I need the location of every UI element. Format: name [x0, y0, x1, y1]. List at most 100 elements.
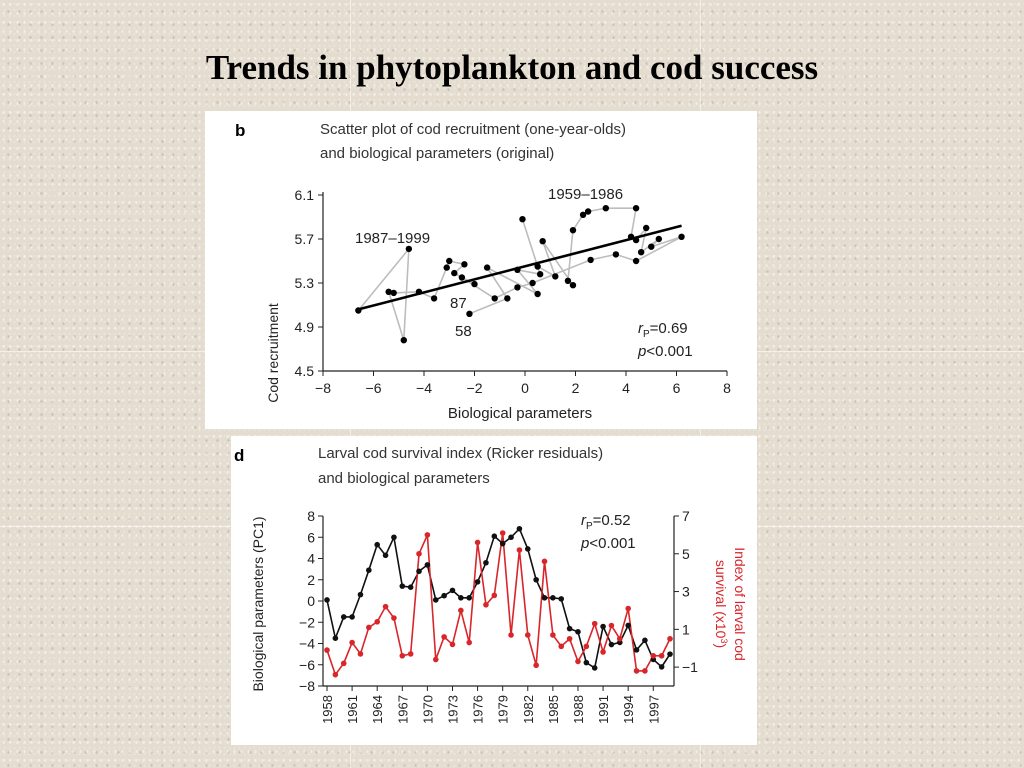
larval-survival-point: [591, 620, 598, 627]
x-tick-label: −8: [315, 380, 331, 396]
data-point: [602, 205, 609, 212]
period-label-late: 1987–1999: [355, 230, 430, 247]
x-tick-label: 1988: [571, 695, 586, 724]
biological-parameters-point: [458, 595, 464, 601]
year-sequence-line: [357, 207, 682, 341]
axes: 8 6 4 2 0 −2 −4 −6 −8 7 5 3 1 −1 1958 1961 1964 1967 1970 1…: [299, 508, 698, 724]
y2-tick-label: 7: [682, 508, 690, 524]
panel-label: b: [235, 121, 245, 140]
larval-survival-point: [399, 652, 406, 659]
slide-title: Trends in phytoplankton and cod success: [205, 48, 819, 87]
biological-parameters-point: [416, 568, 422, 575]
biological-parameters-point: [533, 576, 539, 583]
larval-survival-point: [516, 547, 523, 553]
data-point: [514, 266, 521, 273]
y-tick-label: 4: [307, 551, 315, 567]
data-point: [536, 271, 544, 278]
x-tick-label: −6: [366, 380, 382, 396]
data-point: [612, 251, 620, 258]
x-tick-label: 1985: [546, 695, 561, 724]
y-axis-label: Cod recruitment: [265, 303, 281, 403]
y-tick-label: −6: [299, 657, 315, 673]
p-value-label: p<0.001: [637, 343, 693, 360]
biological-parameters-point: [667, 651, 673, 657]
data-point: [390, 289, 397, 297]
axes: 4.5 4.9 5.3 5.7 6.1 −8 −6 −4 −2 0 2 4 6 8: [295, 187, 732, 396]
data-point: [587, 256, 594, 264]
larval-survival-point: [349, 639, 355, 646]
larval-survival-point: [533, 662, 539, 669]
data-point: [400, 337, 407, 344]
data-point: [504, 295, 511, 302]
y-tick-label: −2: [299, 614, 315, 630]
y-tick-label: 2: [307, 572, 315, 588]
data-point: [405, 245, 413, 253]
x-tick-label: 1958: [320, 695, 335, 724]
larval-survival-point: [583, 643, 590, 650]
data-point: [451, 269, 458, 277]
y2-tick-label: 5: [682, 546, 690, 562]
data-point: [443, 264, 450, 271]
y-tick-label: 5.7: [295, 231, 315, 247]
p-value-label: p<0.001: [580, 535, 636, 552]
biological-parameters-point: [550, 595, 556, 601]
biological-parameters-point: [391, 534, 397, 541]
biological-parameters-point: [374, 541, 380, 548]
biological-parameters-point: [516, 525, 523, 532]
y-tick-label: 4.9: [295, 319, 315, 335]
data-point: [534, 263, 541, 270]
year-sequence-lines: [357, 207, 682, 341]
data-points: [355, 205, 685, 344]
chart-subtitle: and biological parameters: [318, 470, 490, 487]
larval-survival-line: [326, 532, 671, 677]
larval-survival-point: [374, 618, 380, 625]
data-point: [569, 227, 577, 234]
correlation-label: rP=0.69: [638, 320, 688, 340]
larval-survival-point: [575, 658, 581, 665]
y2-axis-label-line2: survival (x103): [713, 560, 729, 648]
y-axis-label: Biological parameters (PC1): [250, 516, 266, 691]
y-tick-label: −4: [299, 636, 315, 652]
x-tick-label: −4: [416, 380, 432, 396]
y2-tick-label: −1: [682, 659, 698, 675]
data-point: [678, 233, 685, 240]
larval-survival-point: [508, 632, 514, 638]
larval-survival-point: [541, 558, 548, 565]
chart-subtitle: and biological parameters (original): [320, 145, 554, 162]
larval-survival-point: [650, 652, 657, 659]
larval-survival-point: [357, 651, 364, 657]
larval-survival-point: [407, 651, 414, 657]
biological-parameters-point: [491, 533, 498, 539]
biological-parameters-point: [591, 665, 598, 671]
biological-parameters-point: [332, 635, 339, 641]
y-tick-label: 5.3: [295, 275, 315, 291]
biological-parameters-point: [508, 534, 514, 541]
regression-line: [358, 224, 682, 311]
point-label-58: 58: [455, 323, 472, 340]
data-point: [648, 243, 655, 250]
data-point: [415, 288, 423, 295]
biological-parameters-point: [583, 659, 590, 666]
data-point: [355, 307, 362, 314]
y-tick-label: 8: [307, 508, 315, 524]
larval-survival-point: [332, 671, 339, 678]
biological-parameters-point: [642, 637, 648, 644]
x-tick-label: 1976: [471, 695, 486, 724]
x-tick-label: 1991: [596, 695, 611, 724]
larval-survival-point: [608, 622, 615, 629]
data-point: [471, 280, 478, 288]
biological-parameters-point: [366, 567, 372, 573]
biological-parameters-point: [324, 597, 330, 603]
larval-survival-point: [617, 635, 623, 642]
larval-survival-point: [642, 668, 648, 674]
larval-survival-point: [458, 607, 464, 614]
larval-survival-point: [449, 641, 456, 648]
larval-survival-point: [391, 615, 397, 621]
timeseries-panel: d Larval cod survival index (Ricker resi…: [231, 436, 757, 745]
larval-survival-point: [366, 624, 372, 631]
larval-survival-point: [382, 603, 389, 610]
larval-survival-point: [524, 632, 531, 638]
x-tick-label: 1979: [496, 695, 511, 724]
data-point: [514, 284, 521, 291]
biological-parameters-point: [432, 597, 439, 603]
